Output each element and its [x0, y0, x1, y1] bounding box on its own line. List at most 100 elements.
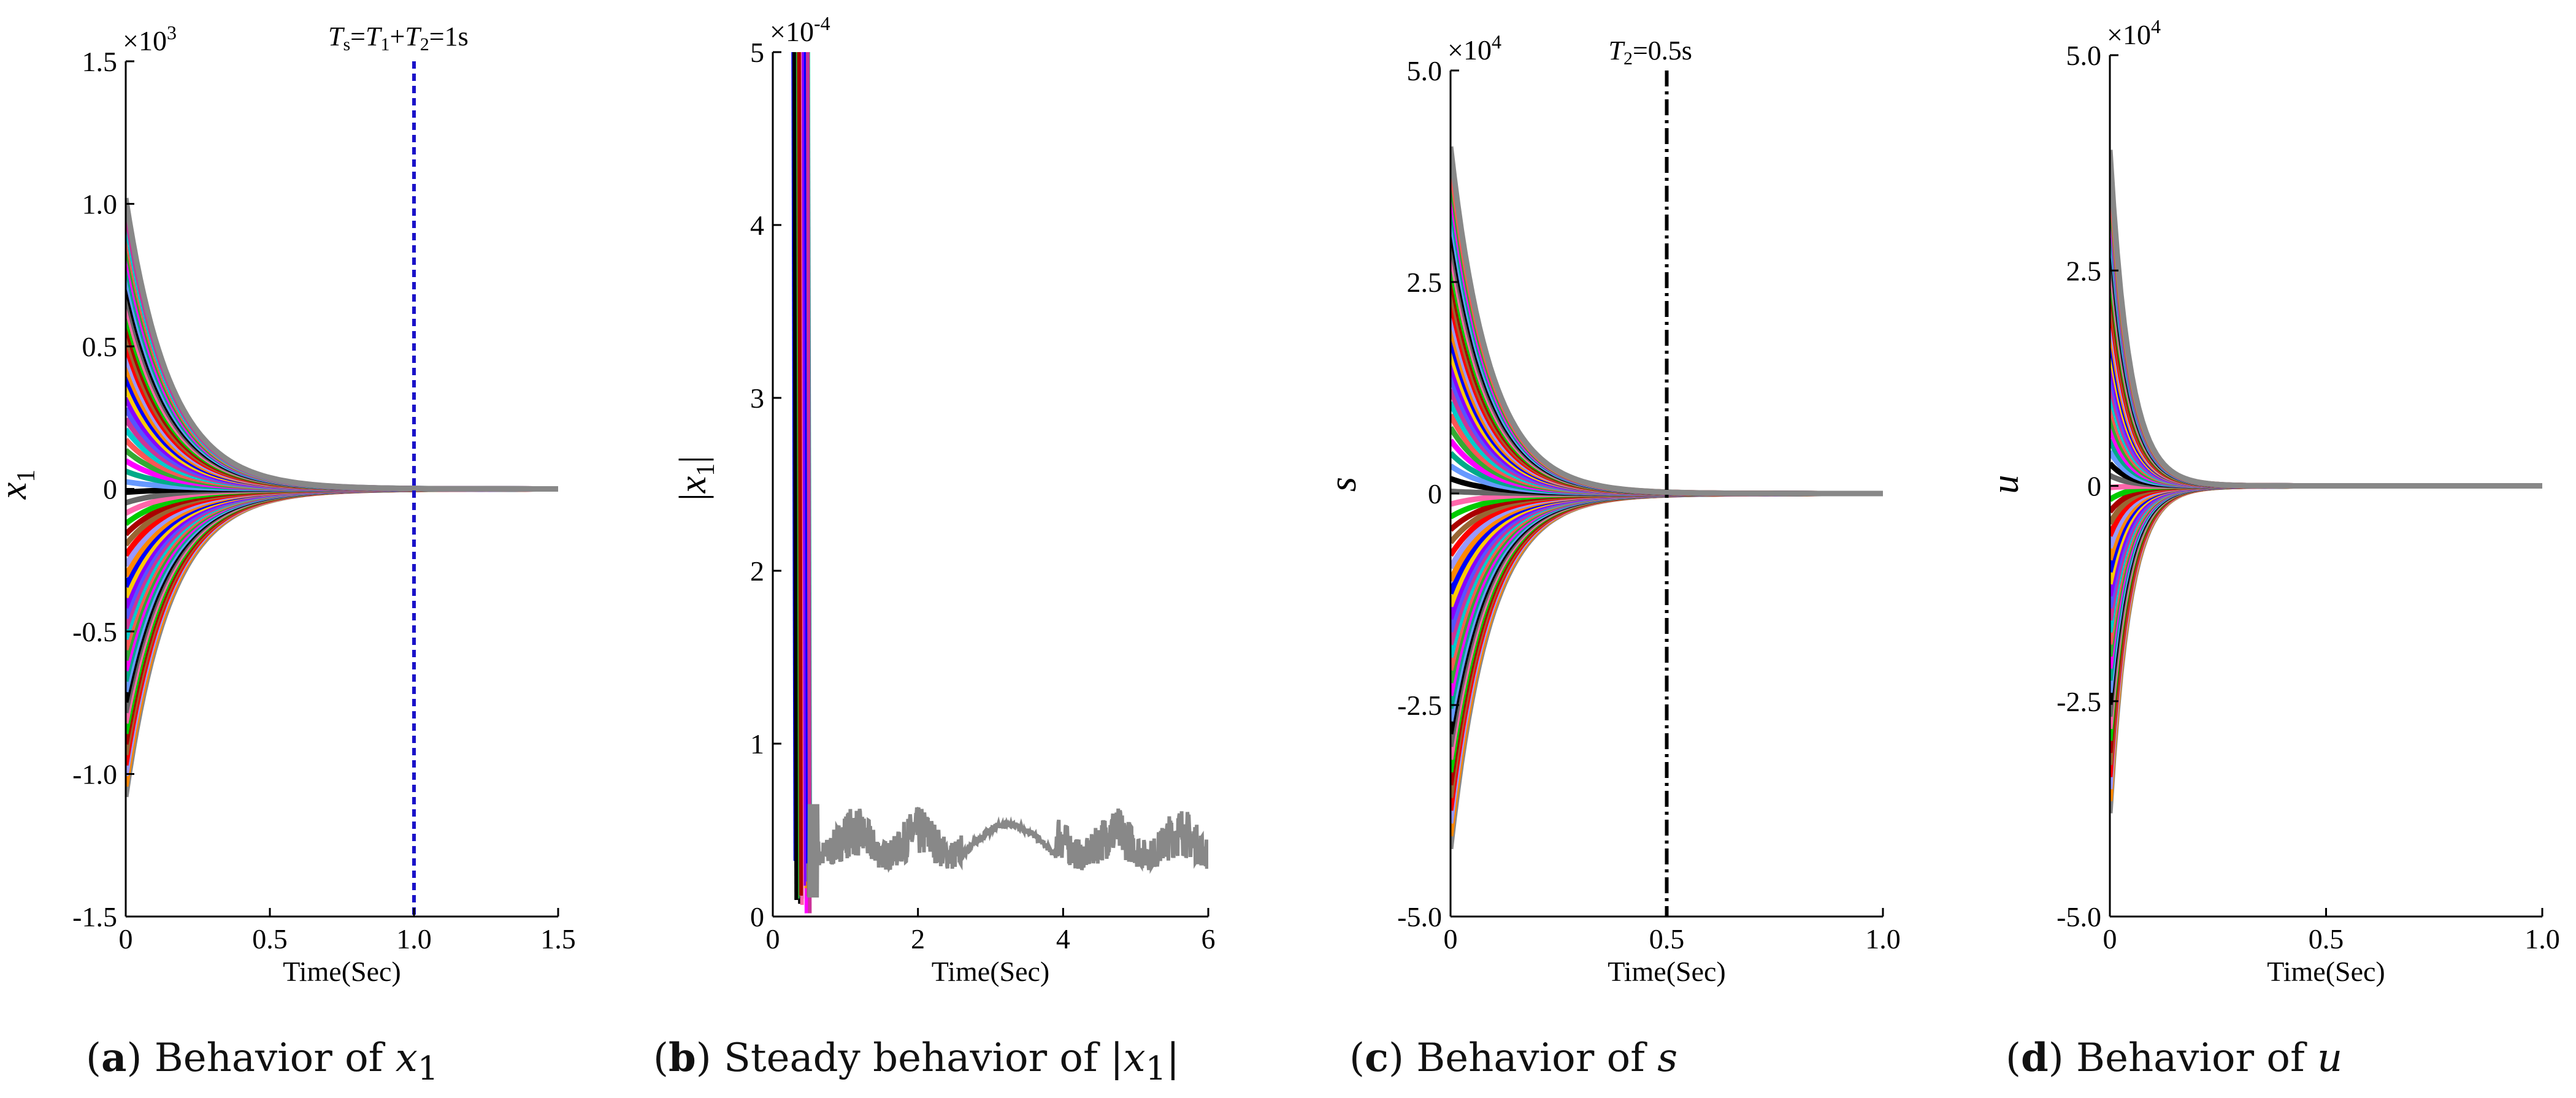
series-line-d	[2110, 483, 2542, 645]
plot-area-b	[791, 52, 1208, 913]
caption-b-text: Steady behavior of |	[724, 1035, 1124, 1081]
series-line-d	[2110, 483, 2542, 681]
series-line-b-steady	[807, 804, 1208, 898]
chart-b: 0 1 2 3 4 5 0 2 4 6 Time(Sec) ×10-4 |x1|	[672, 12, 1216, 987]
y-tick-label-c: 0	[1428, 478, 1442, 509]
x-tick-label-a: 1.5	[540, 923, 576, 955]
series-line-d	[2110, 197, 2542, 489]
caption-a: (a) Behavior of x1	[86, 1035, 439, 1088]
x-tick-label-c: 1.0	[1865, 923, 1901, 955]
chart-c: -5.0 -2.5 0 2.5 5.0 0 0.5 1.0 Time(Sec) ×104 s T2=0…	[1322, 31, 1901, 987]
x-tick-label-b: 0	[766, 923, 780, 955]
x-tick-label-d: 0.5	[2309, 923, 2344, 955]
series-line-d	[2110, 234, 2542, 489]
series-line-d	[2110, 378, 2542, 489]
series-line-d	[2110, 173, 2542, 489]
y-tick-label-a: -0.5	[72, 616, 117, 647]
y-axis-label-a: x1	[0, 470, 40, 500]
caption-d-text: Behavior of	[2076, 1035, 2317, 1081]
series-line-b	[792, 52, 799, 901]
series-line-d	[2110, 294, 2542, 489]
x-tick-label-c: 0	[1444, 923, 1458, 955]
series-line-d	[2110, 246, 2542, 489]
series-line-a	[126, 197, 558, 492]
multiplier-c: ×104	[1447, 31, 1501, 66]
series-line-d	[2110, 483, 2542, 753]
y-tick-label-a: -1.5	[72, 901, 117, 932]
y-tick-label-b: 4	[750, 210, 764, 241]
caption-a-label: a	[101, 1035, 127, 1081]
caption-c-label: c	[1364, 1035, 1389, 1081]
caption-c-var: s	[1657, 1035, 1678, 1081]
series-line-d	[2110, 483, 2542, 814]
series-line-d	[2110, 282, 2542, 489]
series-line-d	[2110, 161, 2542, 489]
y-tick-label-d: -2.5	[2057, 686, 2101, 717]
series-line-b	[797, 52, 803, 896]
caption-c: (c) Behavior of s	[1349, 1035, 1678, 1081]
x-tick-label-b: 4	[1056, 923, 1070, 955]
y-axis-label-d: u	[1985, 475, 2026, 494]
y-tick-label-a: 0	[103, 474, 117, 505]
x-tick-label-b: 6	[1202, 923, 1216, 955]
x-tick-label-a: 1.0	[396, 923, 432, 955]
reaching-time-annotation-c: T2=0.5s	[1609, 36, 1692, 69]
y-tick-label-c: -5.0	[1397, 901, 1442, 932]
series-line-d	[2110, 483, 2542, 766]
series-line-d	[2110, 483, 2542, 777]
series-line-d	[2110, 483, 2542, 657]
x-axis-label-c: Time(Sec)	[1608, 956, 1726, 987]
series-line-d	[2110, 483, 2542, 741]
series-line-d	[2110, 318, 2542, 489]
plot-area-c	[1451, 146, 1883, 850]
multiplier-d: ×104	[2107, 15, 2161, 50]
series-line-c	[1451, 146, 1883, 497]
y-tick-label-b: 0	[750, 901, 764, 932]
series-line-d	[2110, 270, 2542, 489]
series-line-d	[2110, 342, 2542, 489]
chart-a: -1.5 -1.0 -0.5 0 0.5 1.0 1.5 0 0.5 1.0 1.5 Time(Sec…	[0, 21, 576, 987]
plot-area-a	[126, 197, 558, 798]
y-tick-label-a: 1.0	[82, 189, 118, 220]
y-tick-label-a: -1.0	[72, 759, 117, 790]
caption-b: (b) Steady behavior of |x1|	[653, 1035, 1180, 1088]
x-tick-label-c: 0.5	[1649, 923, 1685, 955]
series-line-d	[2110, 483, 2542, 790]
y-tick-label-b: 3	[750, 383, 764, 414]
y-tick-label-b: 1	[750, 728, 764, 760]
y-axis-label-b: |x1|	[672, 456, 720, 500]
y-tick-label-c: 2.5	[1407, 267, 1443, 298]
x-tick-label-a: 0.5	[252, 923, 288, 955]
caption-d-label: d	[2020, 1035, 2049, 1081]
series-line-d	[2110, 483, 2542, 802]
series-line-d	[2110, 330, 2542, 489]
caption-b-sub: 1	[1145, 1048, 1167, 1088]
series-line-b	[800, 52, 807, 886]
y-tick-label-b: 2	[750, 555, 764, 587]
series-line-d	[2110, 483, 2542, 717]
series-line-d	[2110, 483, 2542, 597]
caption-c-text: Behavior of	[1416, 1035, 1658, 1081]
y-tick-label-d: -5.0	[2057, 901, 2101, 932]
multiplier-b: ×10-4	[770, 12, 830, 47]
x-tick-label-d: 0	[2103, 923, 2117, 955]
y-tick-label-d: 5.0	[2066, 40, 2102, 71]
y-tick-label-a: 0.5	[82, 331, 118, 362]
y-tick-label-d: 2.5	[2066, 255, 2102, 286]
series-line-d	[2110, 306, 2542, 489]
series-line-d	[2110, 483, 2542, 621]
caption-b-var: x	[1123, 1035, 1146, 1081]
series-line-d	[2110, 483, 2542, 633]
caption-a-text: Behavior of	[154, 1035, 396, 1081]
figure-canvas: -1.5 -1.0 -0.5 0 0.5 1.0 1.5 0 0.5 1.0 1.5 Time(Sec…	[0, 12, 2560, 987]
series-line-d	[2110, 210, 2542, 489]
caption-d-var: u	[2317, 1035, 2343, 1081]
series-line-d	[2110, 483, 2542, 705]
x-axis-label-a: Time(Sec)	[283, 956, 401, 987]
series-line-b	[803, 52, 809, 864]
x-axis-label-b: Time(Sec)	[932, 956, 1050, 987]
plot-area-d	[2110, 150, 2542, 814]
series-line-d	[2110, 483, 2542, 609]
caption-a-var: x	[395, 1035, 418, 1081]
